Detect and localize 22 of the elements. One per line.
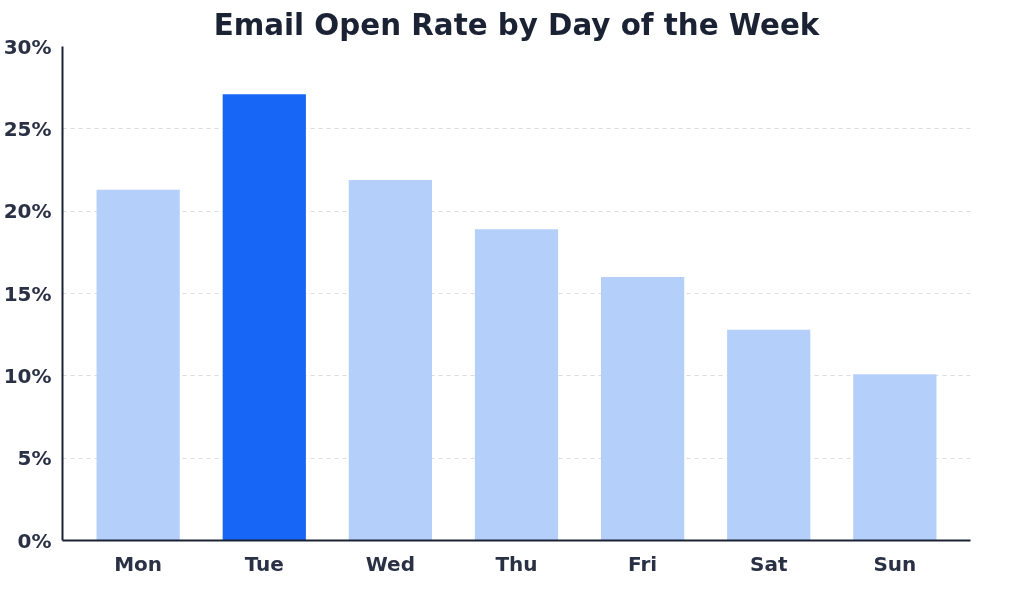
- bar: [96, 189, 180, 541]
- bar: [853, 374, 937, 541]
- x-tick-label: Wed: [365, 551, 416, 576]
- y-tick-label: 0%: [17, 528, 52, 553]
- y-tick-label: 10%: [3, 363, 52, 388]
- bar: [727, 329, 811, 541]
- x-tick-label: Mon: [114, 551, 163, 576]
- bar: [600, 277, 685, 541]
- chart-title: Email Open Rate by Day of the Week: [213, 7, 821, 42]
- x-tick-label: Sat: [749, 551, 788, 576]
- x-tick-label: Tue: [244, 551, 284, 576]
- bar: [348, 179, 433, 541]
- y-tick-label: 15%: [3, 281, 52, 306]
- x-tick-label: Sun: [873, 551, 917, 576]
- y-tick-label: 20%: [3, 199, 52, 224]
- bar: [474, 229, 559, 541]
- y-tick-label: 25%: [3, 116, 52, 141]
- y-tick-label: 5%: [17, 446, 52, 471]
- bar: [222, 94, 306, 541]
- x-tick-label: Thu: [495, 551, 538, 576]
- x-tick-label: Fri: [628, 551, 658, 576]
- y-tick-label: 30%: [3, 34, 52, 59]
